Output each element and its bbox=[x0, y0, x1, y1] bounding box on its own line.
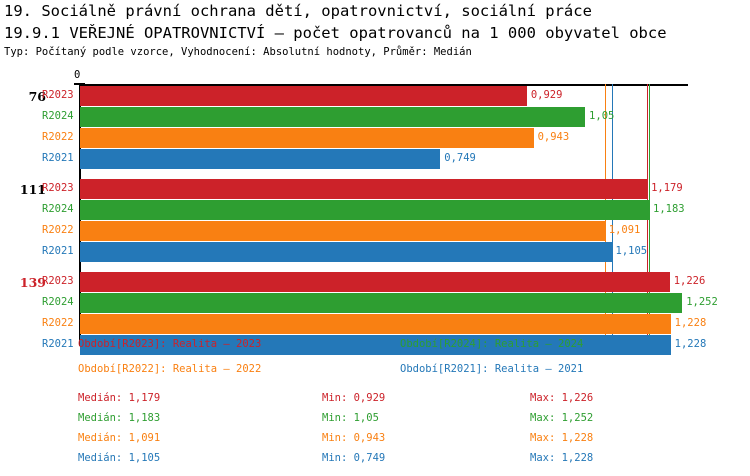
chart-title-secondary: 19.9.1 VEŘEJNÉ OPATROVNICTVÍ – počet opa… bbox=[4, 24, 667, 42]
chart-plot-area: 0 76 R2023 0,929 R2024 1,05 R2022 0,943 R2021 0,… bbox=[0, 60, 750, 355]
statistic-max: Max: 1,228 bbox=[530, 452, 594, 464]
statistic-min: Min: 0,749 bbox=[322, 452, 386, 464]
bar-row[interactable]: R2021 1,228 bbox=[0, 335, 750, 355]
bar-value-label: 1,228 bbox=[674, 317, 707, 329]
bar-row[interactable]: R2024 1,05 bbox=[0, 107, 750, 127]
bar-row-label: R2023 bbox=[42, 89, 74, 101]
bar-row[interactable]: R2022 1,228 bbox=[0, 314, 750, 334]
bar[interactable] bbox=[80, 293, 683, 313]
bar-row-label: R2021 bbox=[42, 338, 74, 350]
bar-row[interactable]: R2023 0,929 bbox=[0, 86, 750, 106]
legend-item[interactable]: Období[R2024]: Realita – 2024 bbox=[400, 338, 584, 350]
statistic-max: Max: 1,228 bbox=[530, 432, 594, 444]
group-label: 139 bbox=[19, 275, 46, 290]
bar[interactable] bbox=[80, 200, 650, 220]
bar-row-label: R2022 bbox=[42, 224, 74, 236]
legend-item[interactable]: Období[R2023]: Realita – 2023 bbox=[78, 338, 262, 350]
bar-value-label: 1,179 bbox=[651, 182, 683, 194]
chart-statistics: Medián: 1,179 Min: 0,929 Max: 1,226 Medián:… bbox=[0, 392, 750, 472]
bar-row[interactable]: R2024 1,183 bbox=[0, 200, 750, 220]
bar-row-label: R2022 bbox=[42, 131, 74, 143]
bar[interactable] bbox=[80, 221, 605, 241]
bar-row-label: R2021 bbox=[42, 152, 74, 164]
bar-row[interactable]: R2021 0,749 bbox=[0, 149, 750, 169]
bar-value-label: 1,228 bbox=[674, 338, 707, 350]
bar-row[interactable]: R2022 0,943 bbox=[0, 128, 750, 148]
statistic-max: Max: 1,226 bbox=[530, 392, 594, 404]
bar-value-label: 1,091 bbox=[608, 224, 641, 236]
bar-row[interactable]: R2023 1,226 bbox=[0, 272, 750, 292]
bar-row-label: R2023 bbox=[42, 275, 74, 287]
bar-row-label: R2021 bbox=[42, 245, 74, 257]
bar[interactable] bbox=[80, 179, 648, 199]
statistic-min: Min: 0,929 bbox=[322, 392, 386, 404]
bar-value-label: 1,252 bbox=[686, 296, 718, 308]
bar-row-label: R2023 bbox=[42, 182, 74, 194]
bar-value-label: 0,929 bbox=[530, 89, 563, 101]
legend-item[interactable]: Období[R2021]: Realita – 2021 bbox=[400, 363, 584, 375]
bar[interactable] bbox=[80, 107, 586, 127]
bar-row-label: R2024 bbox=[42, 203, 74, 215]
statistic-max: Max: 1,252 bbox=[530, 412, 594, 424]
bar[interactable] bbox=[80, 272, 670, 292]
statistic-min: Min: 0,943 bbox=[322, 432, 386, 444]
statistic-median: Medián: 1,105 bbox=[78, 452, 161, 464]
bar[interactable] bbox=[80, 128, 534, 148]
bar-value-label: 1,183 bbox=[653, 203, 685, 215]
median-line-r2024 bbox=[649, 84, 651, 346]
statistic-min: Min: 1,05 bbox=[322, 412, 379, 424]
statistic-median: Medián: 1,091 bbox=[78, 432, 161, 444]
statistic-median: Medián: 1,183 bbox=[78, 412, 161, 424]
bar-value-label: 1,105 bbox=[615, 245, 648, 257]
bar-value-label: 1,226 bbox=[673, 275, 706, 287]
group-label: 111 bbox=[19, 182, 46, 197]
legend-item[interactable]: Období[R2022]: Realita – 2022 bbox=[78, 363, 262, 375]
bar[interactable] bbox=[80, 242, 612, 262]
group-label: 76 bbox=[28, 89, 46, 104]
bar-value-label: 1,05 bbox=[589, 110, 615, 122]
bar-row[interactable]: R2023 1,179 bbox=[0, 179, 750, 199]
bar-value-label: 0,749 bbox=[444, 152, 476, 164]
bar[interactable] bbox=[80, 86, 527, 106]
bar-row-label: R2022 bbox=[42, 317, 74, 329]
bar-row-label: R2024 bbox=[42, 296, 74, 308]
axis-zero-label: 0 bbox=[74, 69, 81, 81]
chart-legend: Období[R2023]: Realita – 2023 Období[R202… bbox=[0, 338, 750, 384]
bar-row-label: R2024 bbox=[42, 110, 74, 122]
bar[interactable] bbox=[80, 335, 671, 355]
chart-subtitle: Typ: Počítaný podle vzorce, Vyhodnocení:… bbox=[4, 46, 472, 58]
bar[interactable] bbox=[80, 314, 671, 334]
bar[interactable] bbox=[80, 149, 441, 169]
bar-row[interactable]: R2024 1,252 bbox=[0, 293, 750, 313]
axis-top-rule bbox=[79, 84, 689, 86]
bar-row[interactable]: R2022 1,091 bbox=[0, 221, 750, 241]
bar-row[interactable]: R2021 1,105 bbox=[0, 242, 750, 262]
chart-title-primary: 19. Sociálně právní ochrana dětí, opatro… bbox=[4, 2, 592, 20]
bar-value-label: 0,943 bbox=[537, 131, 570, 143]
statistic-median: Medián: 1,179 bbox=[78, 392, 161, 404]
